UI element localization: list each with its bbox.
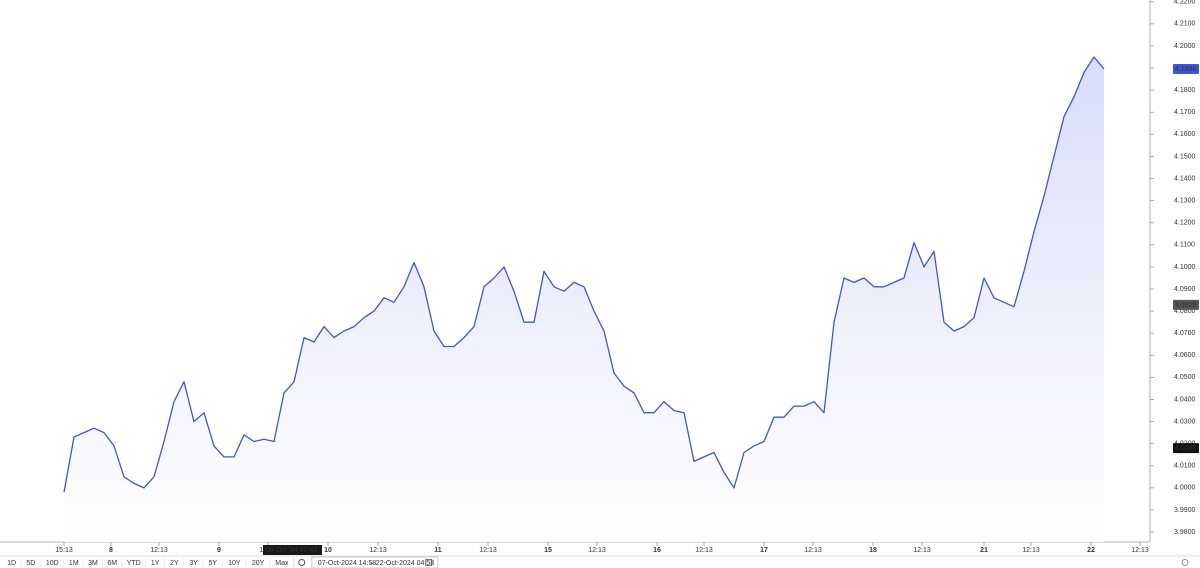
price-badge [1173, 299, 1199, 310]
range-button-label[interactable]: 10D [46, 560, 59, 567]
zoom-reset-icon[interactable] [1181, 559, 1189, 566]
y-tick-label: 4.0800 [1174, 308, 1196, 315]
range-button[interactable] [102, 557, 122, 568]
date-range-box[interactable] [311, 556, 439, 568]
range-button[interactable] [184, 557, 204, 568]
range-button-label[interactable]: 5Y [209, 560, 218, 567]
x-tick-label: 12:13 [695, 547, 713, 554]
x-tick-label: 12:13 [1131, 547, 1149, 554]
y-tick-label: 4.1400 [1174, 175, 1196, 182]
range-button-label[interactable]: Max [275, 560, 289, 567]
y-tick-label: 4.1800 [1174, 87, 1196, 94]
x-tick-label: 11 [434, 547, 442, 554]
price-badge-label: 4.0180 [1175, 445, 1197, 452]
date-from[interactable]: 07-Oct-2024 14:58 [318, 560, 376, 567]
y-tick-label: 4.1500 [1174, 153, 1196, 160]
x-tick-label: 16 [653, 547, 661, 554]
x-tick-label: 12:13 [369, 547, 387, 554]
range-button[interactable] [121, 557, 146, 568]
x-tick-label: 10 [324, 547, 332, 554]
range-button-label[interactable]: 3M [88, 560, 98, 567]
x-tick-label: 12:13 [588, 547, 606, 554]
y-tick-label: 4.2200 [1174, 0, 1196, 6]
y-tick-label: 4.0900 [1174, 286, 1196, 293]
x-tick-label: 12:13 [1022, 547, 1040, 554]
x-tick-label: 12:13 [804, 547, 822, 554]
y-tick-label: 3.9800 [1174, 529, 1196, 536]
y-tick-label: 4.0300 [1174, 418, 1196, 425]
range-button[interactable] [21, 557, 41, 568]
y-tick-label: 4.1600 [1174, 131, 1196, 138]
x-tick-label: 17 [760, 547, 768, 554]
date-separator: – [370, 560, 374, 567]
y-tick-label: 4.1700 [1174, 109, 1196, 116]
range-button[interactable] [83, 557, 103, 568]
x-tick-label: 12:13 [913, 547, 931, 554]
range-button[interactable] [2, 557, 22, 568]
y-tick-label: 4.0100 [1174, 463, 1196, 470]
range-button-label[interactable]: 1M [69, 560, 79, 567]
y-tick-label: 4.0000 [1174, 485, 1196, 492]
area [64, 57, 1104, 542]
line [63, 56, 1105, 493]
y-tick-label: 4.2100 [1174, 21, 1196, 28]
y-tick-label: 4.1100 [1174, 242, 1195, 249]
x-tick-label: 15 [544, 547, 552, 554]
y-tick-label: 4.0700 [1174, 330, 1196, 337]
range-button-label[interactable]: YTD [127, 560, 141, 567]
range-button[interactable] [40, 557, 65, 568]
range-button[interactable] [164, 557, 184, 568]
price-badge [1173, 63, 1199, 74]
y-tick-label: 4.1200 [1174, 220, 1196, 227]
range-button-label[interactable]: 10Y [228, 560, 241, 567]
calendar-icon[interactable] [425, 559, 433, 566]
x-tick-label: 9 [217, 547, 221, 554]
y-tick-label: 4.2000 [1174, 43, 1196, 50]
range-button[interactable] [64, 557, 84, 568]
range-button-label[interactable]: 1Y [151, 560, 160, 567]
price-badge [1173, 443, 1199, 454]
x-tick-label: 12:13 [479, 547, 497, 554]
price-badge-label: 4.1896 [1175, 66, 1197, 73]
range-button-label[interactable]: 1D [7, 560, 16, 567]
crosshair-label: 09 Oct '24 17:43 [266, 547, 317, 554]
settings-icon[interactable] [298, 559, 306, 566]
y-tick-label: 4.0400 [1174, 396, 1196, 403]
range-button-label[interactable]: 5D [26, 560, 35, 567]
range-button[interactable] [222, 557, 247, 568]
date-to[interactable]: 22-Oct-2024 04:58 [376, 560, 434, 567]
x-tick-label: 18 [869, 547, 877, 554]
y-tick-label: 4.0600 [1174, 352, 1196, 359]
x-tick-label: 21 [980, 547, 988, 554]
range-button[interactable] [246, 557, 270, 568]
range-button[interactable] [203, 557, 223, 568]
y-tick-label: 4.1300 [1174, 197, 1196, 204]
y-tick-label: 4.1000 [1174, 264, 1196, 271]
range-button[interactable] [145, 557, 165, 568]
x-tick-label: 12:13 [150, 547, 168, 554]
crosshair-badge [263, 545, 322, 555]
y-tick-label: 3.9900 [1174, 507, 1196, 514]
x-tick-label: 8 [109, 547, 113, 554]
price-badge-label: 4.0828 [1175, 302, 1197, 309]
range-button-label[interactable]: 3Y [189, 560, 198, 567]
range-button[interactable] [270, 557, 294, 568]
range-button-label[interactable]: 20Y [252, 560, 265, 567]
range-button-label[interactable]: 2Y [170, 560, 179, 567]
y-tick-label: 4.0500 [1174, 374, 1196, 381]
x-tick-label: 22 [1087, 547, 1095, 554]
x-tick-label: 15:13 [55, 547, 73, 554]
range-button-label[interactable]: 6M [107, 560, 117, 567]
